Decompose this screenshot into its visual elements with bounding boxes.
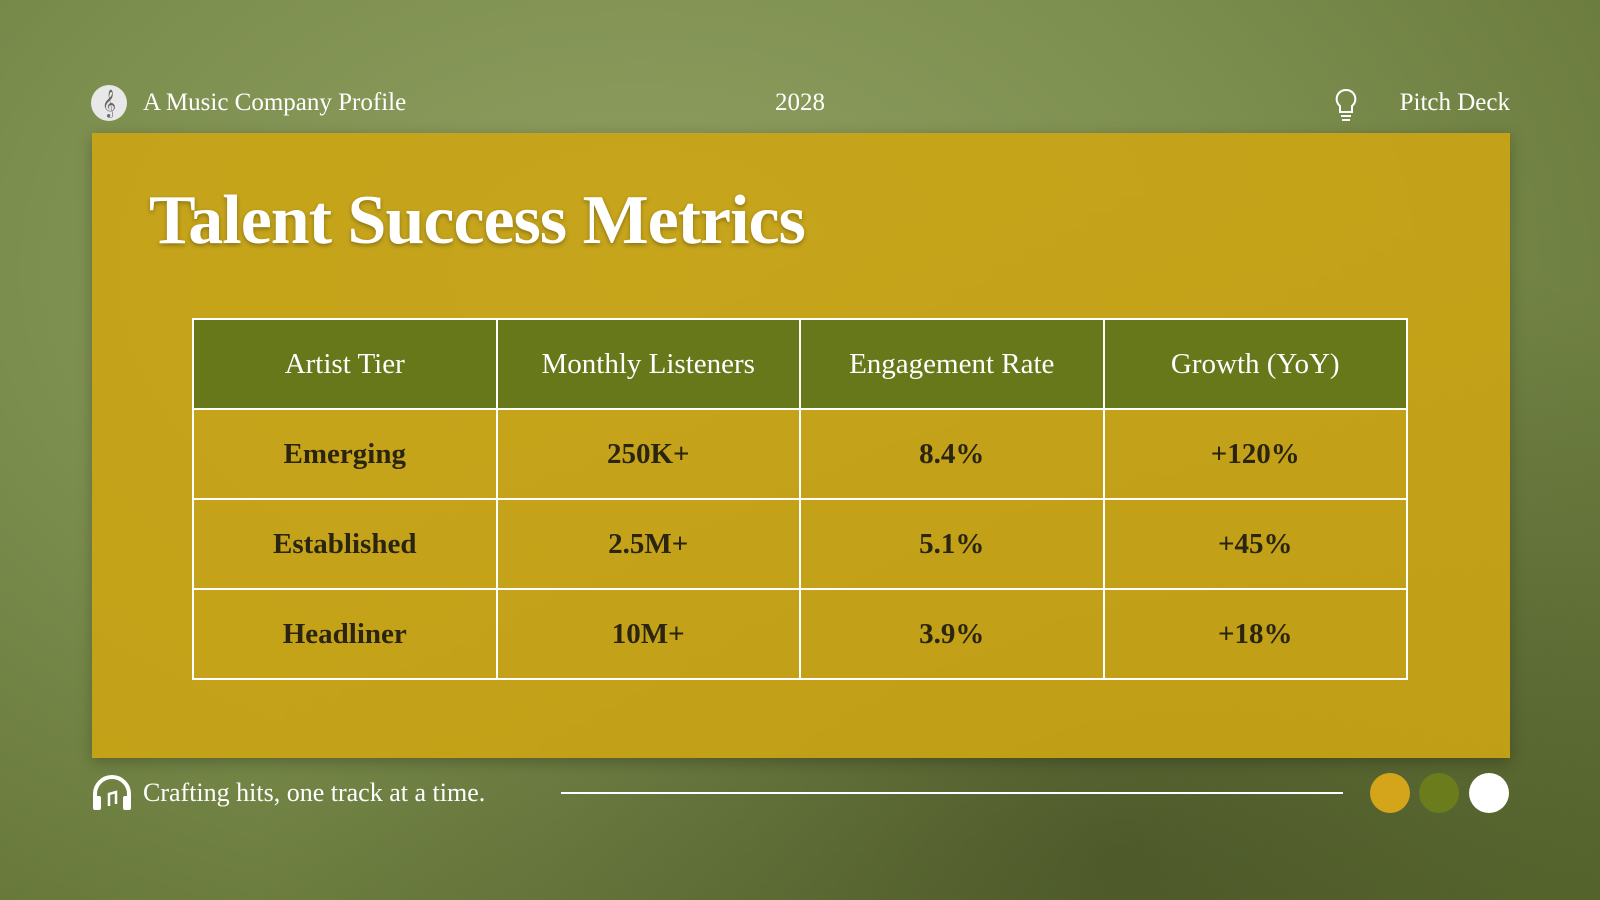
header-left: A Music Company Profile bbox=[143, 89, 407, 116]
table-cell: +120% bbox=[1102, 408, 1408, 500]
column-header: Monthly Listeners bbox=[495, 318, 801, 410]
content-panel: Talent Success Metrics Artist Tier Monthl… bbox=[92, 133, 1510, 758]
column-header: Artist Tier bbox=[192, 318, 498, 410]
svg-text:𝄞: 𝄞 bbox=[102, 90, 116, 118]
table-cell: 8.4% bbox=[799, 408, 1105, 500]
table-cell: 250K+ bbox=[495, 408, 801, 500]
slide-title: Talent Success Metrics bbox=[149, 182, 806, 259]
footer-tagline: Crafting hits, one track at a time. bbox=[143, 778, 486, 807]
table-cell: 5.1% bbox=[799, 498, 1105, 590]
table-cell: Established bbox=[192, 498, 498, 590]
headphones-icon bbox=[93, 775, 131, 810]
table-cell: Headliner bbox=[192, 588, 498, 680]
column-header: Growth (YoY) bbox=[1102, 318, 1408, 410]
table-cell: +18% bbox=[1102, 588, 1408, 680]
table-row: Emerging 250K+ 8.4% +120% bbox=[192, 408, 1408, 500]
table-cell: +45% bbox=[1102, 498, 1408, 590]
table-cell: 10M+ bbox=[495, 588, 801, 680]
header-row: Artist Tier Monthly Listeners Engagement R… bbox=[192, 318, 1408, 410]
logo-icon: 𝄞 bbox=[91, 85, 127, 121]
table-cell: 3.9% bbox=[799, 588, 1105, 680]
table-row: Established 2.5M+ 5.1% +45% bbox=[192, 498, 1408, 590]
column-header: Engagement Rate bbox=[799, 318, 1105, 410]
table-row: Headliner 10M+ 3.9% +18% bbox=[192, 588, 1408, 680]
metrics-table: Artist Tier Monthly Listeners Engagement R… bbox=[192, 318, 1408, 680]
bulb-icon bbox=[1335, 88, 1357, 121]
table-cell: Emerging bbox=[192, 408, 498, 500]
table-body: Emerging 250K+ 8.4% +120% Established 2.5M+ 5.… bbox=[192, 408, 1408, 680]
header-center: 2028 bbox=[775, 89, 825, 116]
footer-decor bbox=[561, 773, 1509, 813]
table-cell: 2.5M+ bbox=[495, 498, 801, 590]
header-right: Pitch Deck bbox=[1399, 89, 1510, 116]
